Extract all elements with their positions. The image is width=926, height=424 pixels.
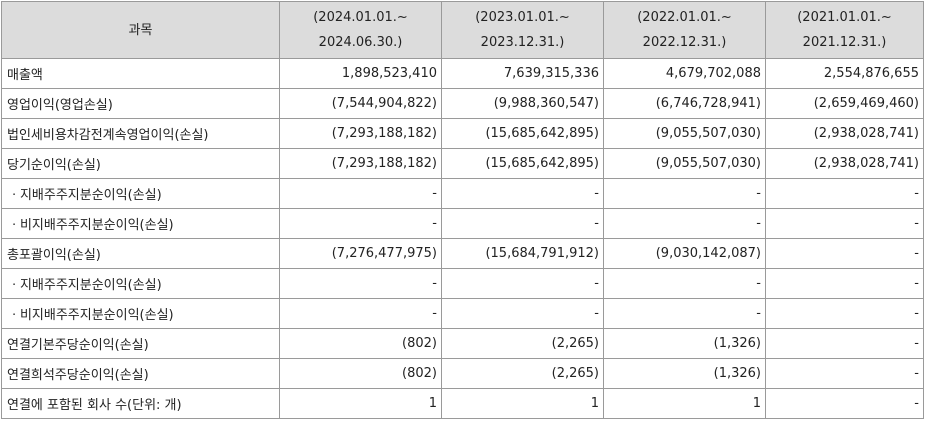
row-value: - (603, 208, 766, 239)
row-value: 4,679,702,088 (603, 58, 766, 89)
row-value: (7,544,904,822) (279, 88, 442, 119)
period-end: 2021.12.31.) (802, 35, 887, 50)
row-value: - (603, 268, 766, 299)
row-label: 연결희석주당순이익(손실) (1, 358, 280, 389)
row-value: 2,554,876,655 (765, 58, 924, 89)
period-end: 2023.12.31.) (480, 35, 565, 50)
period-start: (2022.01.01.~ (637, 10, 732, 25)
row-value: - (765, 298, 924, 329)
table-row: 매출액 1,898,523,410 7,639,315,336 4,679,70… (1, 58, 924, 89)
row-value: - (765, 268, 924, 299)
row-value: (15,684,791,912) (441, 238, 604, 269)
period-end: 2022.12.31.) (642, 35, 727, 50)
row-value: - (441, 298, 604, 329)
table-row: 연결기본주당순이익(손실) (802) (2,265) (1,326) - (1, 328, 924, 359)
row-label: ㆍ비지배주주지분순이익(손실) (1, 208, 280, 239)
row-value: - (603, 178, 766, 209)
row-value: 1,898,523,410 (279, 58, 442, 89)
row-value: - (441, 268, 604, 299)
row-value: - (765, 238, 924, 269)
header-period-2022: (2022.01.01.~ 2022.12.31.) (603, 1, 766, 59)
row-label: 영업이익(영업손실) (1, 88, 280, 119)
row-value: (6,746,728,941) (603, 88, 766, 119)
row-value: (2,265) (441, 328, 604, 359)
row-value: (7,276,477,975) (279, 238, 442, 269)
row-value: (2,659,469,460) (765, 88, 924, 119)
table-row: 연결에 포함된 회사 수(단위: 개) 1 1 1 - (1, 388, 924, 419)
row-value: (9,030,142,087) (603, 238, 766, 269)
table-body: 매출액 1,898,523,410 7,639,315,336 4,679,70… (1, 58, 924, 419)
row-value: - (765, 178, 924, 209)
row-value: - (765, 328, 924, 359)
row-label: 법인세비용차감전계속영업이익(손실) (1, 118, 280, 149)
row-label: 연결에 포함된 회사 수(단위: 개) (1, 388, 280, 419)
period-start: (2024.01.01.~ (313, 10, 408, 25)
table-row: ㆍ비지배주주지분순이익(손실) - - - - (1, 298, 924, 329)
header-item: 과목 (1, 1, 280, 59)
row-label: ㆍ비지배주주지분순이익(손실) (1, 298, 280, 329)
table-row: ㆍ지배주주지분순이익(손실) - - - - (1, 268, 924, 299)
table-row: 법인세비용차감전계속영업이익(손실) (7,293,188,182) (15,6… (1, 118, 924, 149)
row-label: 매출액 (1, 58, 280, 89)
row-value: 1 (603, 388, 766, 419)
header-period-2021: (2021.01.01.~ 2021.12.31.) (765, 1, 924, 59)
period-start: (2021.01.01.~ (797, 10, 892, 25)
row-value: - (279, 268, 442, 299)
table-row: 총포괄이익(손실) (7,276,477,975) (15,684,791,91… (1, 238, 924, 269)
row-value: (7,293,188,182) (279, 148, 442, 179)
table-row: ㆍ지배주주지분순이익(손실) - - - - (1, 178, 924, 209)
header-row: 과목 (2024.01.01.~ 2024.06.30.) (2023.01.0… (1, 1, 924, 59)
row-label: ㆍ지배주주지분순이익(손실) (1, 178, 280, 209)
row-value: (1,326) (603, 358, 766, 389)
row-value: (7,293,188,182) (279, 118, 442, 149)
row-value: - (279, 208, 442, 239)
row-value: (2,938,028,741) (765, 118, 924, 149)
row-value: - (603, 298, 766, 329)
row-value: (9,988,360,547) (441, 88, 604, 119)
row-value: - (765, 208, 924, 239)
row-value: - (441, 178, 604, 209)
header-period-2024: (2024.01.01.~ 2024.06.30.) (279, 1, 442, 59)
table-row: 영업이익(영업손실) (7,544,904,822) (9,988,360,54… (1, 88, 924, 119)
row-label: 총포괄이익(손실) (1, 238, 280, 269)
row-value: (2,938,028,741) (765, 148, 924, 179)
period-end: 2024.06.30.) (318, 35, 403, 50)
row-value: - (765, 388, 924, 419)
row-value: 1 (279, 388, 442, 419)
period-start: (2023.01.01.~ (475, 10, 570, 25)
row-value: - (279, 178, 442, 209)
table-row: ㆍ비지배주주지분순이익(손실) - - - - (1, 208, 924, 239)
row-value: (802) (279, 358, 442, 389)
row-value: (2,265) (441, 358, 604, 389)
row-value: (9,055,507,030) (603, 118, 766, 149)
row-value: 1 (441, 388, 604, 419)
row-value: - (765, 358, 924, 389)
row-value: (1,326) (603, 328, 766, 359)
row-value: - (441, 208, 604, 239)
table-row: 당기순이익(손실) (7,293,188,182) (15,685,642,89… (1, 148, 924, 179)
row-label: 당기순이익(손실) (1, 148, 280, 179)
row-value: 7,639,315,336 (441, 58, 604, 89)
row-value: (802) (279, 328, 442, 359)
row-value: (9,055,507,030) (603, 148, 766, 179)
row-value: (15,685,642,895) (441, 148, 604, 179)
row-label: 연결기본주당순이익(손실) (1, 328, 280, 359)
row-label: ㆍ지배주주지분순이익(손실) (1, 268, 280, 299)
row-value: - (279, 298, 442, 329)
table-row: 연결희석주당순이익(손실) (802) (2,265) (1,326) - (1, 358, 924, 389)
header-period-2023: (2023.01.01.~ 2023.12.31.) (441, 1, 604, 59)
row-value: (15,685,642,895) (441, 118, 604, 149)
